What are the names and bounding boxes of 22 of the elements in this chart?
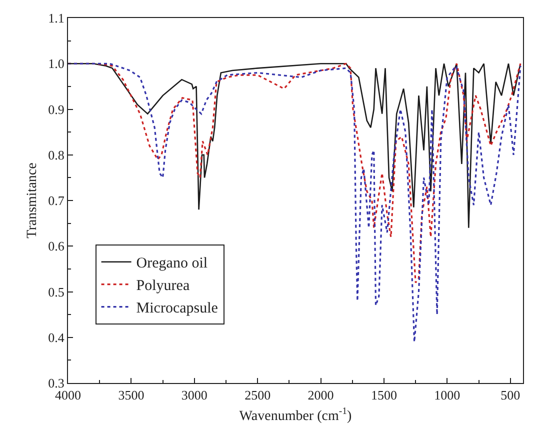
y-axis-title: Transmitance (24, 162, 40, 238)
x-tick-label: 2000 (308, 388, 334, 403)
x-tick-label: 2500 (244, 388, 271, 403)
y-tick-label: 1.1 (48, 10, 64, 26)
y-tick-label: 0.4 (48, 330, 65, 345)
y-tick-label: 0.9 (48, 102, 64, 117)
x-tick-label: 3500 (118, 388, 144, 403)
x-tick-label: 1000 (434, 388, 460, 403)
legend-label: Microcapsule (136, 300, 218, 317)
legend-label: Oregano oil (136, 256, 208, 272)
y-tick-label: 0.7 (48, 193, 65, 208)
x-tick-label: 500 (500, 388, 520, 403)
y-tick-label: 0.6 (48, 238, 65, 254)
y-tick-label: 0.8 (48, 147, 64, 162)
x-tick-label: 3000 (181, 388, 208, 403)
legend-label: Polyurea (136, 278, 190, 294)
y-tick-label: 1.0 (48, 56, 64, 72)
x-tick-label: 1500 (370, 388, 397, 403)
line-series (68, 62, 522, 229)
x-axis-title: Wavenumber (cm$^{-1}$) (239, 406, 352, 424)
line-series (68, 62, 522, 343)
y-tick-label: 0.5 (48, 284, 64, 300)
